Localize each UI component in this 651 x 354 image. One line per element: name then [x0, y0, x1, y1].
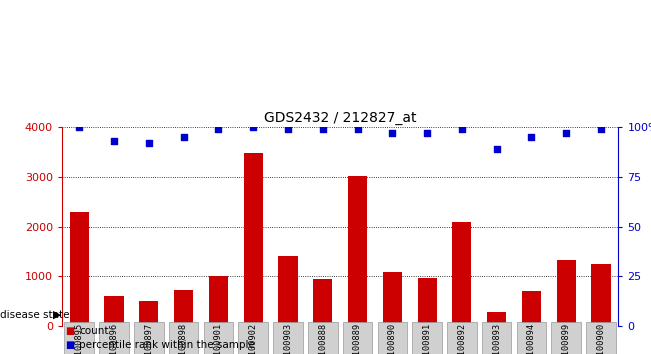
Point — [318, 127, 328, 132]
Bar — [522, 291, 541, 326]
Text: ■: ■ — [65, 340, 74, 350]
Bar — [174, 290, 193, 326]
FancyBboxPatch shape — [587, 322, 616, 354]
FancyBboxPatch shape — [64, 322, 94, 354]
Bar — [70, 212, 89, 326]
FancyBboxPatch shape — [134, 322, 163, 354]
Point — [596, 127, 606, 132]
Point — [248, 125, 258, 130]
FancyBboxPatch shape — [99, 322, 129, 354]
Bar — [209, 276, 228, 326]
Text: ■: ■ — [65, 326, 74, 336]
Point — [144, 141, 154, 146]
Text: GSM100897: GSM100897 — [145, 323, 154, 354]
Bar — [383, 272, 402, 326]
FancyBboxPatch shape — [412, 322, 442, 354]
Text: GSM100895: GSM100895 — [75, 323, 84, 354]
Bar — [139, 301, 158, 326]
Text: GSM100891: GSM100891 — [422, 323, 432, 354]
Text: GSM100896: GSM100896 — [109, 323, 118, 354]
Bar — [313, 279, 332, 326]
Text: GSM100890: GSM100890 — [388, 323, 397, 354]
FancyBboxPatch shape — [169, 322, 199, 354]
FancyBboxPatch shape — [447, 322, 477, 354]
FancyBboxPatch shape — [551, 322, 581, 354]
Bar — [279, 256, 298, 326]
FancyBboxPatch shape — [482, 322, 512, 354]
Text: GSM100893: GSM100893 — [492, 323, 501, 354]
Text: disease state: disease state — [0, 310, 70, 320]
Bar — [592, 264, 611, 326]
Point — [283, 127, 293, 132]
Text: percentile rank within the sample: percentile rank within the sample — [79, 340, 255, 350]
Text: GSM100898: GSM100898 — [179, 323, 188, 354]
Point — [457, 127, 467, 132]
Point — [526, 135, 536, 140]
Text: ▶: ▶ — [53, 310, 62, 320]
Text: GSM100903: GSM100903 — [283, 323, 292, 354]
Text: GSM100899: GSM100899 — [562, 323, 571, 354]
Bar — [487, 312, 506, 326]
Text: count: count — [79, 326, 109, 336]
Point — [213, 127, 223, 132]
FancyBboxPatch shape — [238, 322, 268, 354]
Point — [352, 127, 363, 132]
Text: GSM100888: GSM100888 — [318, 323, 327, 354]
FancyBboxPatch shape — [517, 322, 546, 354]
FancyBboxPatch shape — [378, 322, 407, 354]
Point — [178, 135, 189, 140]
FancyBboxPatch shape — [273, 322, 303, 354]
Point — [109, 138, 119, 144]
FancyBboxPatch shape — [308, 322, 337, 354]
FancyBboxPatch shape — [343, 322, 372, 354]
Text: GSM100892: GSM100892 — [458, 323, 466, 354]
Text: GSM100894: GSM100894 — [527, 323, 536, 354]
Point — [74, 125, 85, 130]
Bar — [557, 260, 576, 326]
Bar — [417, 278, 437, 326]
Title: GDS2432 / 212827_at: GDS2432 / 212827_at — [264, 111, 417, 125]
Point — [422, 131, 432, 136]
FancyBboxPatch shape — [204, 322, 233, 354]
Point — [561, 131, 572, 136]
Point — [492, 147, 502, 152]
Point — [387, 131, 398, 136]
Bar — [452, 222, 471, 326]
Text: GSM100901: GSM100901 — [214, 323, 223, 354]
Bar — [348, 176, 367, 326]
Text: GSM100900: GSM100900 — [596, 323, 605, 354]
Bar — [243, 153, 263, 326]
Text: GSM100889: GSM100889 — [353, 323, 362, 354]
Bar — [104, 296, 124, 326]
Text: GSM100902: GSM100902 — [249, 323, 258, 354]
